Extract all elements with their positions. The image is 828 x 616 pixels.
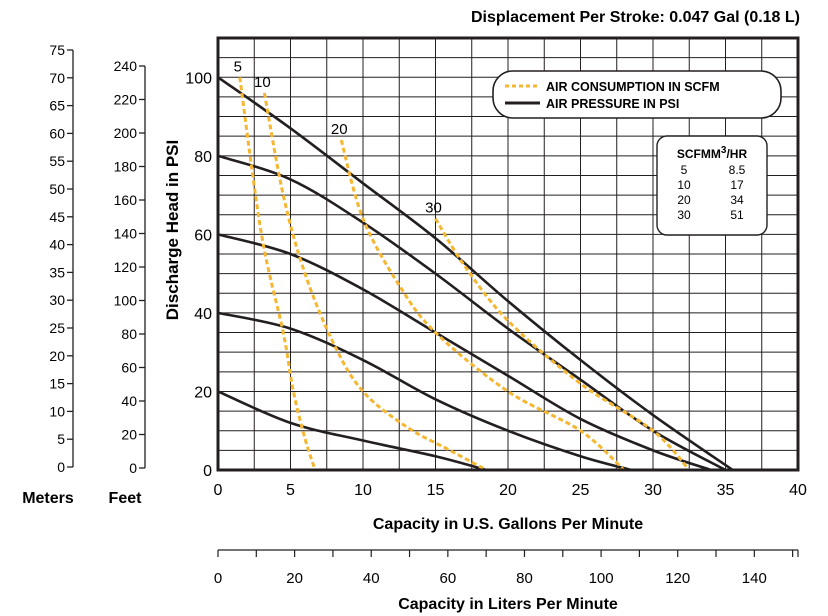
plot-frame (216, 36, 800, 472)
air-curve-20-scfm (339, 139, 626, 472)
liters-tick-label: 20 (286, 570, 303, 587)
meters-tick-label: 25 (49, 320, 65, 336)
air-curve-10-scfm (262, 92, 487, 472)
scfm-table-cell: 10 (677, 178, 691, 192)
x-axis-label: Capacity in U.S. Gallons Per Minute (373, 516, 643, 533)
liters-tick-label: 40 (363, 570, 380, 587)
legend: AIR CONSUMPTION IN SCFM AIR PRESSURE IN P… (492, 70, 782, 119)
feet-axis: 0 20 40 60 80 100 120 140 160 180 200 220 240 (114, 58, 146, 476)
feet-tick-label: 40 (121, 393, 137, 409)
scfm-table-cell: 8.5 (729, 163, 746, 177)
pressure-curve-40-psi (217, 311, 632, 472)
feet-tick-label: 240 (114, 58, 138, 74)
feet-tick-label: 0 (129, 460, 137, 476)
feet-tick-label: 60 (121, 360, 137, 376)
air-curve-label: 5 (234, 58, 242, 75)
y-tick-labels: 0 20 40 60 80 100 (185, 70, 212, 480)
meters-tick-label: 65 (49, 98, 65, 114)
feet-tick-label: 200 (114, 125, 138, 141)
air-curve-label: 30 (425, 200, 442, 217)
scfm-table-cell: 5 (681, 163, 688, 177)
pressure-curve-100-psi (217, 76, 734, 472)
feet-tick-label: 160 (114, 192, 138, 208)
y-tick-label: 40 (194, 306, 212, 323)
air-curve-label: 10 (254, 74, 271, 91)
meters-tick-label: 50 (49, 181, 65, 197)
legend-box (492, 70, 782, 119)
air-curve-label: 20 (331, 121, 348, 138)
y-tick-label: 100 (185, 70, 212, 87)
meters-tick-label: 15 (49, 376, 65, 392)
pressure-curve-20-psi (217, 390, 487, 472)
x-tick-label: 15 (427, 482, 445, 499)
liters-tick-label: 140 (742, 570, 767, 587)
scfm-table: SCFMM3/HR 5 8.5 10 17 20 34 30 51 (656, 135, 768, 236)
y-axis-label: Discharge Head in PSI (163, 140, 182, 320)
x-tick-label: 0 (214, 482, 223, 499)
liters-tick-label: 120 (665, 570, 690, 587)
feet-tick-label: 100 (114, 293, 138, 309)
legend-label: AIR CONSUMPTION IN SCFM (546, 80, 720, 94)
meters-tick-label: 60 (49, 125, 65, 141)
legend-label: AIR PRESSURE IN PSI (546, 97, 679, 111)
meters-tick-label: 70 (49, 70, 65, 86)
x-tick-label: 20 (499, 482, 517, 499)
meters-tick-label: 55 (49, 153, 65, 169)
liters-tick-label: 0 (214, 570, 222, 587)
meters-tick-label: 40 (49, 237, 65, 253)
liters-axis: 0 20 40 60 80 100 120 140 (214, 549, 799, 587)
liters-tick-label: 100 (589, 570, 614, 587)
y-tick-label: 60 (194, 227, 212, 244)
meters-axis: 0 5 10 15 20 25 30 35 40 45 50 55 60 65 70 75 (49, 42, 74, 475)
meters-tick-label: 35 (49, 264, 65, 280)
meters-tick-label: 20 (49, 348, 65, 364)
air-curve-30-scfm (434, 217, 691, 472)
scfm-table-cell: 17 (730, 178, 744, 192)
liters-axis-label: Capacity in Liters Per Minute (398, 596, 618, 613)
x-tick-labels: 0 5 10 15 20 25 30 35 40 (214, 482, 807, 499)
x-tick-label: 10 (354, 482, 372, 499)
feet-tick-label: 220 (114, 92, 138, 108)
meters-tick-label: 10 (49, 403, 65, 419)
y-tick-label: 20 (194, 384, 212, 401)
liters-tick-label: 60 (440, 570, 457, 587)
x-tick-label: 25 (572, 482, 590, 499)
scfm-table-cell: 30 (677, 208, 691, 222)
x-tick-label: 5 (286, 482, 295, 499)
meters-tick-label: 45 (49, 209, 65, 225)
scfm-table-cell: 51 (730, 208, 744, 222)
chart-title: Displacement Per Stroke: 0.047 Gal (0.18… (471, 9, 800, 26)
scfm-table-cell: 20 (677, 193, 691, 207)
feet-axis-label: Feet (109, 490, 143, 507)
air-curve-5-scfm (238, 77, 317, 471)
x-tick-label: 30 (644, 482, 662, 499)
meters-tick-label: 30 (49, 292, 65, 308)
scfm-table-box (656, 135, 768, 236)
meters-tick-label: 0 (57, 459, 65, 475)
x-tick-label: 40 (789, 482, 807, 499)
meters-tick-label: 5 (57, 431, 65, 447)
feet-tick-label: 180 (114, 159, 138, 175)
x-tick-label: 35 (717, 482, 735, 499)
scfm-table-header: SCFMM3/HR (677, 145, 748, 161)
y-tick-label: 80 (194, 149, 212, 166)
feet-tick-label: 20 (121, 427, 137, 443)
meters-tick-label: 75 (49, 42, 65, 58)
liters-tick-label: 80 (516, 570, 533, 587)
scfm-table-cell: 34 (730, 193, 744, 207)
meters-axis-label: Meters (22, 490, 74, 507)
feet-tick-label: 140 (114, 226, 138, 242)
y-tick-label: 0 (203, 463, 212, 480)
feet-tick-label: 120 (114, 259, 138, 275)
feet-tick-label: 80 (121, 326, 137, 342)
